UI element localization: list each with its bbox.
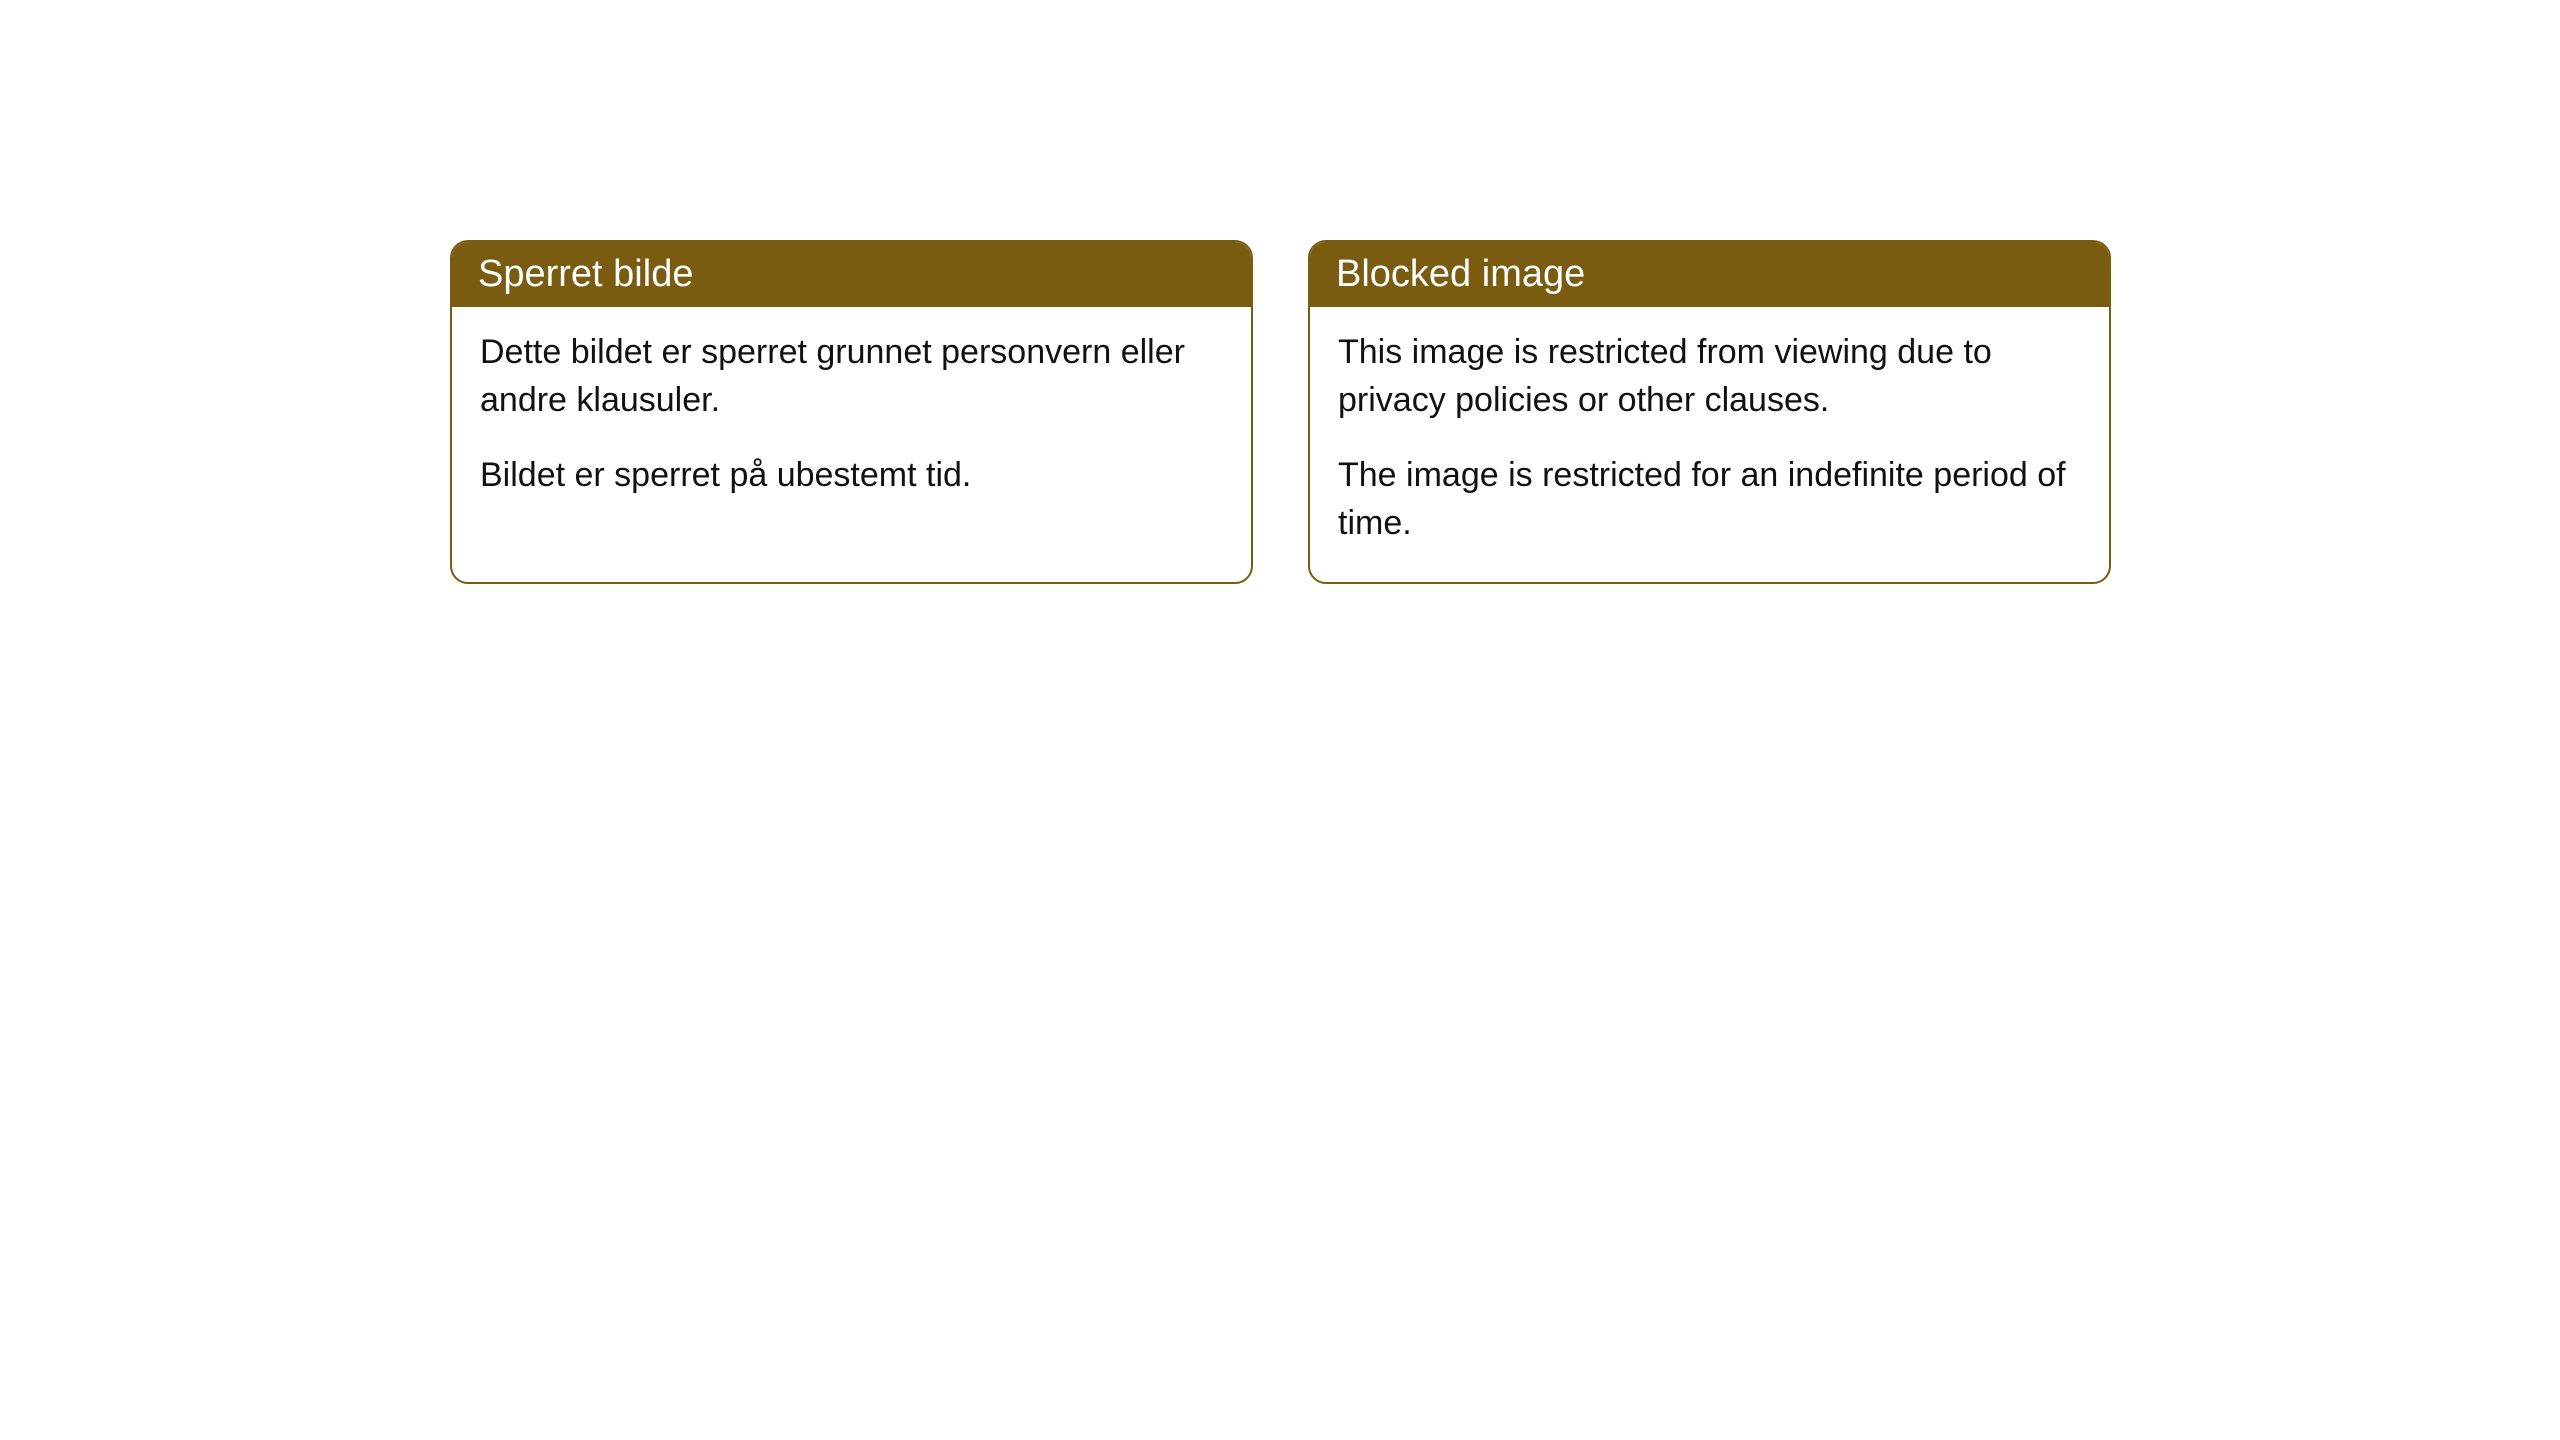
blocked-image-card-english: Blocked image This image is restricted f… [1308, 240, 2111, 584]
card-paragraph-1: This image is restricted from viewing du… [1338, 329, 2081, 424]
card-body: Dette bildet er sperret grunnet personve… [452, 307, 1251, 535]
card-title: Sperret bilde [478, 253, 693, 295]
card-paragraph-2: Bildet er sperret på ubestemt tid. [480, 452, 1223, 500]
notice-cards-container: Sperret bilde Dette bildet er sperret gr… [450, 240, 2560, 584]
blocked-image-card-norwegian: Sperret bilde Dette bildet er sperret gr… [450, 240, 1253, 584]
card-title: Blocked image [1336, 253, 1585, 295]
card-paragraph-2: The image is restricted for an indefinit… [1338, 452, 2081, 547]
card-header: Blocked image [1310, 242, 2109, 307]
card-body: This image is restricted from viewing du… [1310, 307, 2109, 582]
card-header: Sperret bilde [452, 242, 1251, 307]
card-paragraph-1: Dette bildet er sperret grunnet personve… [480, 329, 1223, 424]
